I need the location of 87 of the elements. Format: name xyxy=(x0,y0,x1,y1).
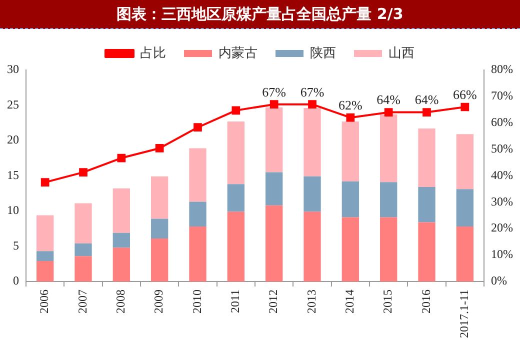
bar xyxy=(304,176,321,212)
y2-tick-label: 50% xyxy=(491,141,514,156)
point xyxy=(40,178,50,187)
bar xyxy=(36,261,54,282)
bar xyxy=(304,212,321,282)
bar xyxy=(227,184,245,212)
chart-title: 图表：三西地区原煤产量占全国总产量 2/3 xyxy=(0,0,520,29)
bar xyxy=(342,217,360,282)
bar xyxy=(418,128,436,187)
point xyxy=(155,144,164,152)
bar xyxy=(418,222,436,282)
x-tick-label: 2009 xyxy=(152,289,166,314)
y-tick-label: 10 xyxy=(7,203,19,218)
bar xyxy=(380,217,398,282)
y-tick-label: 25 xyxy=(7,97,19,112)
x-tick-label: 2012 xyxy=(266,289,280,314)
bar xyxy=(380,114,398,182)
bar xyxy=(112,232,130,248)
bar xyxy=(150,218,168,238)
bar xyxy=(227,121,245,184)
point xyxy=(460,102,470,112)
legend-label: 占比 xyxy=(140,45,166,60)
x-tick-label: 2007 xyxy=(75,289,90,314)
y2-tick-label: 30% xyxy=(491,194,514,208)
bar xyxy=(456,134,474,190)
y2-tick-label: 10% xyxy=(491,247,514,262)
bar xyxy=(150,238,168,282)
y-tick-label: 15 xyxy=(7,168,19,182)
bar xyxy=(74,256,92,282)
data-label: 66% xyxy=(453,86,477,102)
bar xyxy=(189,148,206,202)
point xyxy=(79,168,88,176)
point xyxy=(194,123,202,132)
y2-tick-label: 60% xyxy=(491,115,514,130)
x-tick-label: 2013 xyxy=(304,289,318,314)
data-label: 67% xyxy=(262,84,286,100)
point xyxy=(232,106,240,115)
bar xyxy=(342,121,360,182)
data-label: 64% xyxy=(376,92,401,108)
y2-tick-label: 20% xyxy=(491,220,514,235)
data-label: 62% xyxy=(338,98,362,112)
point xyxy=(384,108,393,116)
x-tick-label: 2017.1-11 xyxy=(457,289,472,338)
data-label: 64% xyxy=(414,92,439,108)
bar xyxy=(74,203,92,244)
bar xyxy=(189,226,206,282)
legend-label: 山西 xyxy=(388,45,414,60)
y-tick-label: 5 xyxy=(13,238,19,252)
point xyxy=(422,108,431,116)
legend-label: 内蒙古 xyxy=(218,45,258,60)
bar xyxy=(112,188,130,233)
bar xyxy=(36,251,54,262)
y2-tick-label: 70% xyxy=(491,88,514,103)
y-tick-label: 0 xyxy=(13,274,19,288)
bar xyxy=(266,107,283,172)
bar xyxy=(266,172,283,206)
bar xyxy=(456,226,474,282)
x-tick-label: 2015 xyxy=(380,289,395,314)
data-label: 67% xyxy=(300,84,324,100)
y2-tick-label: 0% xyxy=(491,274,508,288)
bar xyxy=(150,176,168,219)
bar xyxy=(380,182,398,218)
x-tick-label: 2006 xyxy=(37,289,52,314)
bar xyxy=(304,108,321,176)
bar xyxy=(456,189,474,226)
legend-label: 陕西 xyxy=(310,45,336,60)
x-tick-label: 2008 xyxy=(114,289,128,314)
bar xyxy=(74,243,92,256)
bar xyxy=(418,187,436,222)
point xyxy=(117,154,126,162)
bar xyxy=(227,212,245,282)
x-tick-label: 2016 xyxy=(418,289,433,314)
point xyxy=(308,100,316,109)
y2-tick-label: 80% xyxy=(491,62,514,76)
bar xyxy=(189,202,206,226)
y-tick-label: 20 xyxy=(7,132,19,147)
point xyxy=(346,113,355,122)
point xyxy=(270,100,278,109)
y-tick-label: 30 xyxy=(7,62,19,76)
x-tick-label: 2010 xyxy=(190,289,204,314)
x-tick-label: 2011 xyxy=(228,289,242,314)
bar xyxy=(266,205,283,282)
y2-tick-label: 40% xyxy=(491,168,514,182)
bar xyxy=(112,248,130,282)
bar xyxy=(342,181,360,218)
x-tick-label: 2014 xyxy=(342,289,357,314)
bar xyxy=(36,215,54,252)
